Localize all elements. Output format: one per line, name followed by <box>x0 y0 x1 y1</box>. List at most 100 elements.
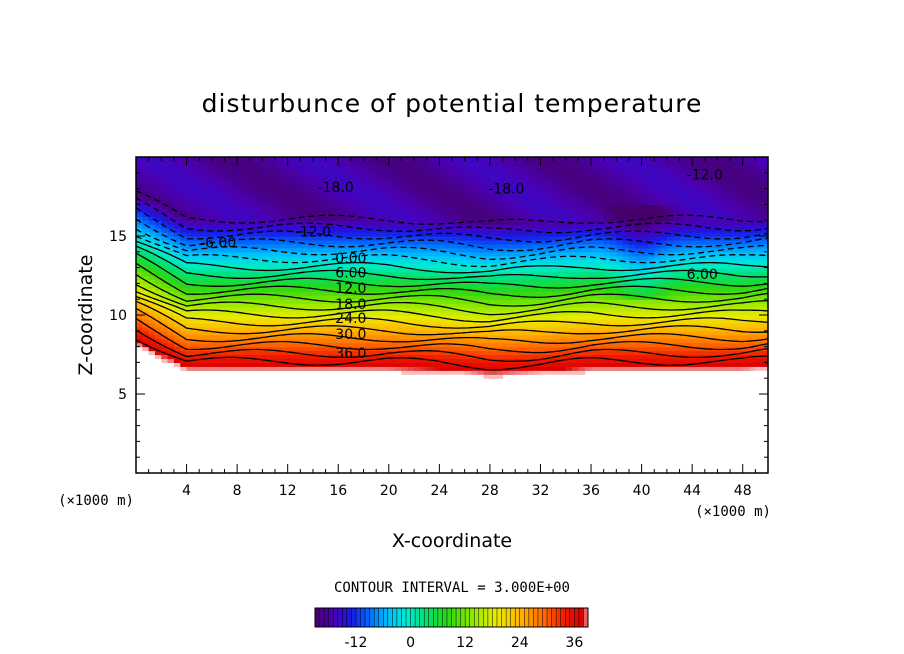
heatmap-cell <box>199 160 207 166</box>
heatmap-cell <box>338 303 346 308</box>
heatmap-cell <box>647 172 655 178</box>
heatmap-cell <box>502 224 510 229</box>
heatmap-cell <box>420 291 428 296</box>
heatmap-cell <box>489 232 497 237</box>
heatmap-cell <box>395 232 403 237</box>
heatmap-cell <box>338 157 346 162</box>
heatmap-cell <box>666 338 674 344</box>
heatmap-cell <box>591 358 598 363</box>
heatmap-cell <box>666 322 674 328</box>
heatmap-cell <box>281 228 289 233</box>
heatmap-cell <box>180 239 188 245</box>
heatmap-cell <box>306 299 314 304</box>
heatmap-cell <box>641 184 649 190</box>
heatmap-cell <box>534 204 542 209</box>
heatmap-cell <box>420 247 428 253</box>
heatmap-cell <box>154 192 162 198</box>
heatmap-cell <box>180 271 188 277</box>
heatmap-cell <box>445 224 453 229</box>
heatmap-cell <box>414 157 421 162</box>
heatmap-cell <box>275 350 282 356</box>
heatmap-cell <box>294 228 301 233</box>
heatmap-cell <box>527 164 535 170</box>
heatmap-cell <box>635 180 643 186</box>
heatmap-cell <box>363 247 371 253</box>
heatmap-cell <box>673 200 681 205</box>
heatmap-cell <box>376 180 384 186</box>
heatmap-cell <box>136 338 143 344</box>
heatmap-cell <box>192 315 200 320</box>
heatmap-cell <box>527 346 535 352</box>
heatmap-cell <box>527 307 535 312</box>
heatmap-cell <box>287 236 295 241</box>
heatmap-cell <box>142 334 150 340</box>
heatmap-cell <box>180 295 188 300</box>
heatmap-cell <box>224 172 232 178</box>
heatmap-cell <box>319 196 327 202</box>
heatmap-cell <box>300 168 308 174</box>
heatmap-cell <box>717 338 725 344</box>
heatmap-cell <box>205 263 213 269</box>
heatmap-cell <box>154 354 162 360</box>
heatmap-cell <box>698 263 706 269</box>
heatmap-cell <box>603 208 611 213</box>
heatmap-cell <box>660 232 668 237</box>
heatmap-cell <box>161 311 169 316</box>
heatmap-cell <box>331 263 339 269</box>
heatmap-cell <box>395 315 403 320</box>
heatmap-cell <box>414 275 421 281</box>
heatmap-cell <box>344 303 352 308</box>
heatmap-cell <box>350 208 358 213</box>
heatmap-cell <box>641 216 649 221</box>
heatmap-cell <box>464 303 472 308</box>
heatmap-cell <box>660 200 668 205</box>
heatmap-cell <box>679 259 687 265</box>
heatmap-cell <box>654 326 662 332</box>
heatmap-cell <box>395 279 403 284</box>
heatmap-cell <box>275 263 282 269</box>
heatmap-cell <box>237 157 245 162</box>
heatmap-cell <box>237 188 245 194</box>
heatmap-cell <box>268 176 276 182</box>
heatmap-cell <box>641 303 649 308</box>
heatmap-cell <box>521 247 529 253</box>
heatmap-cell <box>654 236 662 241</box>
heatmap-cell <box>527 176 535 182</box>
heatmap-cell <box>711 255 719 261</box>
heatmap-cell <box>534 247 542 253</box>
heatmap-cell <box>622 200 630 205</box>
heatmap-cell <box>502 334 510 340</box>
heatmap-cell <box>565 192 573 198</box>
heatmap-cell <box>148 228 156 233</box>
heatmap-cell <box>262 239 270 245</box>
heatmap-cell <box>578 350 586 356</box>
heatmap-cell <box>154 267 162 273</box>
heatmap-cell <box>186 275 194 281</box>
heatmap-cell <box>445 236 453 241</box>
heatmap-cell <box>685 318 693 324</box>
heatmap-cell <box>559 212 567 217</box>
heatmap-cell <box>622 330 630 336</box>
heatmap-cell <box>641 338 649 344</box>
heatmap-cell <box>363 267 371 273</box>
heatmap-cell <box>565 307 573 312</box>
heatmap-cell <box>180 180 188 186</box>
heatmap-cell <box>268 299 276 304</box>
heatmap-cell <box>230 311 238 316</box>
heatmap-cell <box>357 279 365 284</box>
heatmap-cell <box>679 200 687 205</box>
heatmap-cell <box>565 172 573 178</box>
heatmap-cell <box>464 315 472 320</box>
heatmap-cell <box>401 208 409 213</box>
heatmap-cell <box>704 358 712 363</box>
heatmap-cell <box>363 287 371 292</box>
heatmap-cell <box>142 216 150 221</box>
heatmap-cell <box>483 287 491 292</box>
heatmap-cell <box>205 350 213 356</box>
heatmap-cell <box>173 236 181 241</box>
heatmap-cell <box>192 168 200 174</box>
heatmap-cell <box>224 291 232 296</box>
heatmap-cell <box>319 322 327 328</box>
heatmap-cell <box>553 251 561 257</box>
heatmap-cell <box>508 267 516 273</box>
